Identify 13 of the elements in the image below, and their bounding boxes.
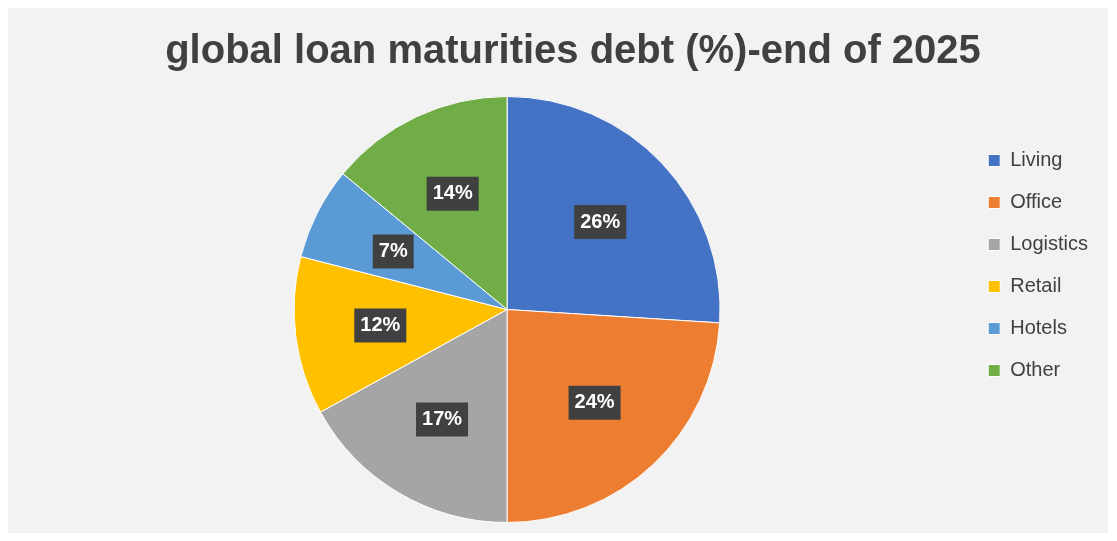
legend-label: Retail bbox=[1010, 274, 1062, 297]
legend-label: Other bbox=[1010, 358, 1061, 381]
legend-label: Living bbox=[1010, 148, 1063, 171]
data-label: 7% bbox=[378, 239, 408, 261]
data-label: 12% bbox=[360, 313, 401, 336]
data-label: 14% bbox=[432, 181, 473, 204]
legend-label: Hotels bbox=[1010, 316, 1067, 339]
data-label: 17% bbox=[422, 407, 463, 430]
legend-label: Office bbox=[1010, 190, 1063, 213]
data-label: 26% bbox=[580, 209, 621, 232]
data-label: 24% bbox=[574, 390, 615, 413]
chart-title: global loan maturities debt (%)-end of 2025 bbox=[165, 27, 981, 72]
legend-label: Logistics bbox=[1010, 232, 1088, 255]
